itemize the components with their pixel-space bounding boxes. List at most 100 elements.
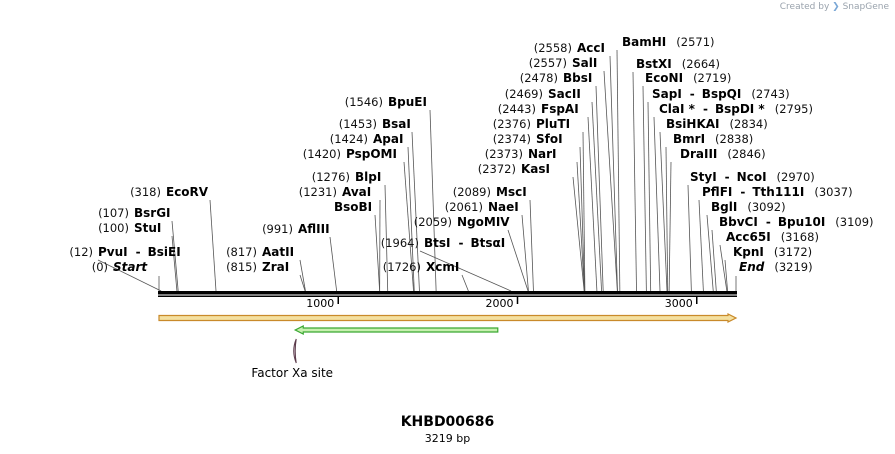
site-name-sfoi: SfoI (536, 132, 563, 146)
site-name-bsihkai: BsiHKAI (666, 117, 720, 131)
site-label-afliii[interactable]: (991) AflIII (262, 222, 330, 236)
site-line-bbsi (595, 85, 604, 292)
site-name-zrai: ZraI (262, 260, 289, 274)
site-dash-styi: - (725, 170, 730, 184)
site-label-kpni[interactable]: KpnI (3172) (733, 245, 812, 259)
site-pos-zrai: (815) (226, 260, 257, 274)
site-label-sacii[interactable]: (2469) SacII (505, 87, 581, 101)
site-label-blpi[interactable]: (1276) BlpI (312, 170, 382, 184)
site-pos-styi: (2970) (777, 170, 815, 184)
site-label-styi[interactable]: StyI - NcoI (2970) (690, 170, 815, 184)
feature-arrow-reverse[interactable] (293, 325, 499, 335)
site-label-pspomi[interactable]: (1420) PspOMI (303, 147, 397, 161)
site-label-sali[interactable]: (2557) SalI (529, 56, 598, 70)
site-name-blpi: BlpI (355, 170, 381, 184)
site-dash-pflfi: - (740, 185, 745, 199)
site-line-pluti (582, 131, 586, 292)
site-pos-end: (3219) (774, 260, 812, 274)
site-line-apai (407, 146, 415, 292)
site-line-bpuei (429, 109, 437, 292)
site-label-fspai[interactable]: (2443) FspAI (498, 102, 579, 116)
site-label-ngomiv[interactable]: (2059) NgoMIV (414, 215, 511, 229)
site-name-sacii: SacII (548, 87, 581, 101)
site-second-pflfi: Tth111I (752, 185, 804, 199)
site-line-naei (521, 214, 529, 292)
site-line-bamhi (616, 49, 621, 292)
site-label-bsai[interactable]: (1453) BsaI (339, 117, 411, 131)
site-label-bsrgi[interactable]: (107) BsrGI (98, 206, 170, 220)
site-label-econi[interactable]: EcoNI (2719) (645, 71, 731, 85)
factor-xa-site-marker[interactable] (293, 338, 297, 364)
site-name-pvui: PvuI (98, 245, 128, 259)
site-label-acci[interactable]: (2558) AccI (534, 41, 605, 55)
site-pos-bsrgi: (107) (98, 206, 129, 220)
site-pos-start: (0) (92, 260, 108, 274)
site-label-bgli[interactable]: BglI (3092) (711, 200, 786, 214)
site-pos-btsi: (1964) (381, 236, 419, 250)
site-label-nari[interactable]: (2373) NarI (485, 147, 557, 161)
site-label-start[interactable]: (0) Start (92, 260, 149, 274)
site-pos-pspomi: (1420) (303, 147, 341, 161)
site-label-bbsi[interactable]: (2478) BbsI (520, 71, 593, 85)
site-label-bamhi[interactable]: BamHI (2571) (622, 35, 715, 49)
site-pos-econi: (2719) (693, 71, 731, 85)
site-line-stui (171, 235, 178, 292)
site-name-start: Start (113, 260, 148, 274)
site-label-aatii[interactable]: (817) AatII (226, 245, 294, 259)
site-dash-pvui: - (136, 245, 141, 259)
site-label-acc65i[interactable]: Acc65I (3168) (726, 230, 819, 244)
site-label-end[interactable]: End (3219) (739, 260, 813, 274)
site-label-btsi[interactable]: (1964) BtsI - BtsαI (381, 236, 505, 250)
site-line-ecorv (209, 199, 217, 292)
site-labels: (12) PvuI - BsiEI(0) Start(107) BsrGI(100) Stu… (69, 35, 873, 274)
site-name-aatii: AatII (262, 245, 294, 259)
site-label-bmri[interactable]: BmrI (2838) (673, 132, 753, 146)
site-label-xcmi[interactable]: (1726) XcmI (383, 260, 460, 274)
site-pos-fspai: (2443) (498, 102, 536, 116)
site-name-pspomi: PspOMI (346, 147, 397, 161)
site-label-pflfi[interactable]: PflFI - Tth111I (3037) (702, 185, 853, 199)
credit-brand: SnapGene (842, 2, 889, 12)
site-label-pvui[interactable]: (12) PvuI - BsiEI (69, 245, 180, 259)
site-label-bsihkai[interactable]: BsiHKAI (2834) (666, 117, 768, 131)
site-label-clai[interactable]: ClaI * - BspDI * (2795) (659, 102, 813, 116)
site-label-apai[interactable]: (1424) ApaI (330, 132, 404, 146)
site-line-acci (609, 55, 618, 292)
site-dash-clai: - (703, 102, 708, 116)
site-line-draiii (668, 161, 672, 292)
site-label-avai[interactable]: (1231) AvaI (299, 185, 372, 199)
site-label-bbvci[interactable]: BbvCI - Bpu10I (3109) (719, 215, 874, 229)
site-label-kasi[interactable]: (2372) KasI (478, 162, 550, 176)
site-label-bstxi[interactable]: BstXI (2664) (636, 57, 720, 71)
site-line-xcmi (461, 274, 469, 292)
site-pos-pvui: (12) (69, 245, 93, 259)
site-pos-clai: (2795) (775, 102, 813, 116)
site-name-kpni: KpnI (733, 245, 764, 259)
site-label-zrai[interactable]: (815) ZraI (226, 260, 289, 274)
site-line-econi (642, 85, 647, 292)
site-pos-acci: (2558) (534, 41, 572, 55)
site-label-sfoi[interactable]: (2374) SfoI (493, 132, 563, 146)
site-label-naei[interactable]: (2061) NaeI (445, 200, 519, 214)
site-name-pluti: PluTI (536, 117, 570, 131)
site-pos-ecorv: (318) (130, 185, 161, 199)
site-pos-pflfi: (3037) (814, 185, 852, 199)
site-label-stui[interactable]: (100) StuI (98, 221, 161, 235)
site-label-bpuei[interactable]: (1546) BpuEI (345, 95, 427, 109)
site-name-xcmi: XcmI (426, 260, 459, 274)
site-name-econi: EcoNI (645, 71, 683, 85)
feature-arrow-forward[interactable] (158, 313, 738, 323)
site-name-nari: NarI (528, 147, 557, 161)
backbone-bar-lower (158, 295, 737, 297)
site-label-msci[interactable]: (2089) MscI (453, 185, 527, 199)
site-label-draiii[interactable]: DraIII (2846) (680, 147, 766, 161)
site-label-ecorv[interactable]: (318) EcoRV (130, 185, 209, 199)
site-pos-bgli: (3092) (747, 200, 785, 214)
site-label-sapi[interactable]: SapI - BspQI (2743) (652, 87, 790, 101)
site-pos-draiii: (2846) (727, 147, 765, 161)
site-label-bsobi[interactable]: BsoBI (334, 200, 372, 214)
site-label-pluti[interactable]: (2376) PluTI (493, 117, 570, 131)
site-pos-apai: (1424) (330, 132, 368, 146)
site-line-sfoi (579, 146, 585, 292)
site-name-end: End (739, 260, 765, 274)
